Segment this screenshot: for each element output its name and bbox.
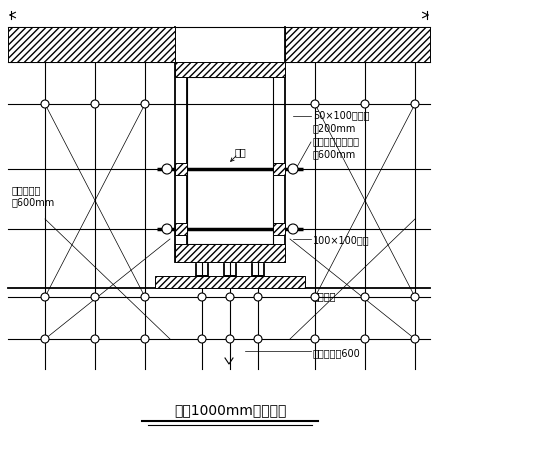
Text: 套管: 套管	[235, 147, 247, 156]
Text: 距200mm: 距200mm	[313, 123, 356, 133]
Circle shape	[226, 293, 234, 301]
Text: 于600mm: 于600mm	[313, 149, 356, 159]
Text: 间距不大于600: 间距不大于600	[313, 347, 361, 357]
Circle shape	[141, 101, 149, 109]
Circle shape	[198, 335, 206, 343]
Circle shape	[311, 101, 319, 109]
Circle shape	[361, 335, 369, 343]
Bar	[175, 224, 187, 235]
Text: 穿墙螺栓间距不大: 穿墙螺栓间距不大	[313, 136, 360, 146]
Circle shape	[91, 335, 99, 343]
Circle shape	[288, 165, 298, 175]
Circle shape	[141, 335, 149, 343]
Text: 双排钢管间: 双排钢管间	[12, 184, 41, 194]
Circle shape	[226, 335, 234, 343]
Text: 100×100方木: 100×100方木	[313, 235, 370, 244]
Bar	[175, 164, 187, 175]
Circle shape	[162, 225, 172, 235]
Text: 距600mm: 距600mm	[12, 197, 55, 207]
Circle shape	[411, 101, 419, 109]
Circle shape	[254, 335, 262, 343]
Circle shape	[254, 293, 262, 301]
Circle shape	[141, 293, 149, 301]
Text: 50×100方木间: 50×100方木间	[313, 110, 370, 120]
Bar	[175, 244, 285, 262]
Circle shape	[361, 101, 369, 109]
Circle shape	[311, 293, 319, 301]
Circle shape	[198, 293, 206, 301]
Bar	[273, 164, 285, 175]
Circle shape	[361, 293, 369, 301]
Circle shape	[41, 101, 49, 109]
Circle shape	[411, 293, 419, 301]
Bar	[285, 28, 430, 63]
Bar	[155, 276, 305, 288]
Circle shape	[288, 225, 298, 235]
Bar	[8, 28, 175, 63]
Circle shape	[311, 335, 319, 343]
Text: 高于1000mm梁支撑图: 高于1000mm梁支撑图	[174, 402, 286, 416]
Circle shape	[411, 335, 419, 343]
Circle shape	[41, 293, 49, 301]
Circle shape	[41, 335, 49, 343]
Bar	[175, 63, 285, 78]
Circle shape	[162, 165, 172, 175]
Circle shape	[91, 101, 99, 109]
Circle shape	[91, 293, 99, 301]
Bar	[273, 224, 285, 235]
Bar	[187, 78, 273, 244]
Text: 碗扣体系: 碗扣体系	[313, 290, 337, 300]
